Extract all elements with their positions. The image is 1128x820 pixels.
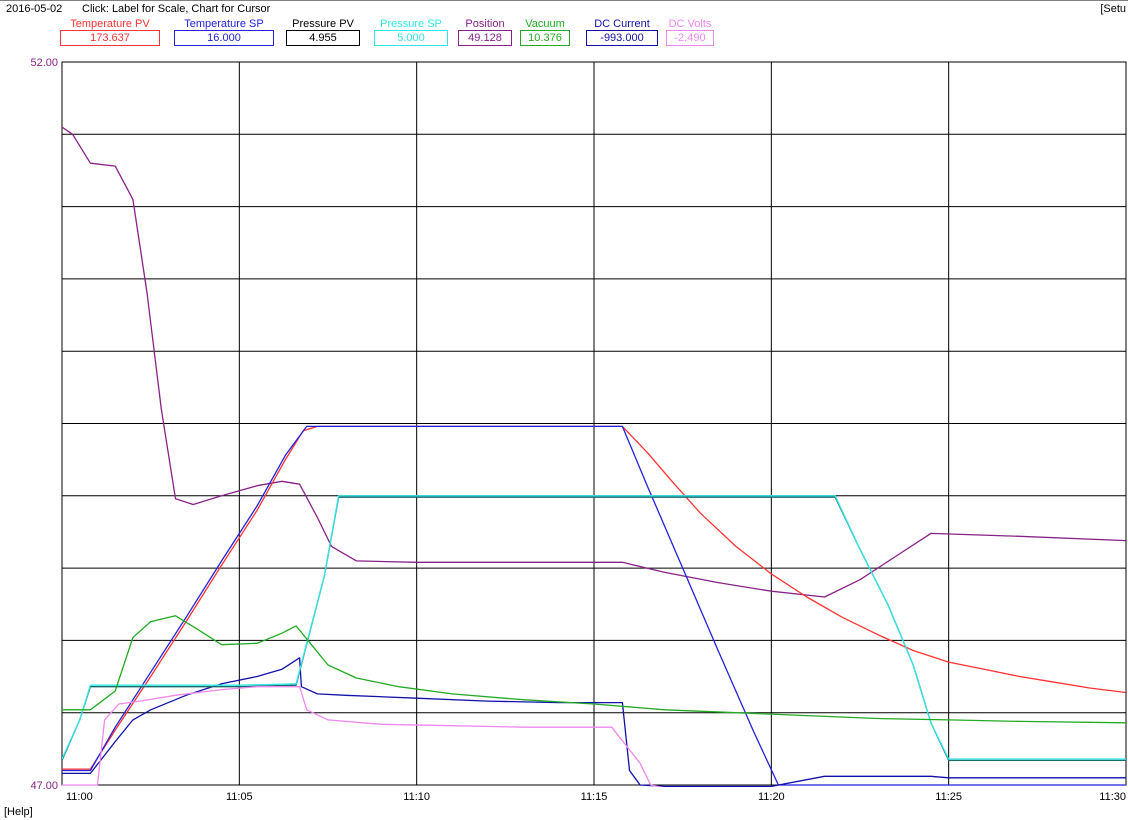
legend-label: Temperature PV <box>70 18 150 30</box>
legend-value: 16.000 <box>174 30 274 46</box>
setup-button[interactable]: [Setu <box>1100 3 1126 15</box>
legend-tag-vacuum[interactable]: Vacuum 10.376 <box>520 18 570 46</box>
legend-tag-temperature-pv[interactable]: Temperature PV 173.637 <box>60 18 160 46</box>
series-line-position <box>62 126 1126 598</box>
series-line-temperature-sp <box>62 425 1126 786</box>
legend-tag-temperature-sp[interactable]: Temperature SP 16.000 <box>174 18 274 46</box>
legend-label: Temperature SP <box>184 18 264 30</box>
x-tick-label: 11:25 <box>935 791 962 803</box>
legend-value: 49.128 <box>458 30 512 46</box>
y-scale-min-label: 47.00 <box>30 780 58 792</box>
x-tick-label: 11:20 <box>758 791 785 803</box>
legend-tag-dc-volts[interactable]: DC Volts -2.490 <box>666 18 714 46</box>
series-line-temperature-pv <box>62 425 1126 770</box>
legend-label: Vacuum <box>525 18 565 30</box>
legend-label: Position <box>465 18 505 30</box>
x-tick-label: 11:05 <box>226 791 253 803</box>
legend-tag-position[interactable]: Position 49.128 <box>458 18 512 46</box>
series-line-pressure-sp <box>62 495 1126 760</box>
x-tick-label: 11:00 <box>66 791 93 803</box>
chart-hint: Click: Label for Scale, Chart for Cursor <box>82 3 271 15</box>
x-tick-label: 11:10 <box>403 791 430 803</box>
series-line-dc-volts <box>62 686 664 787</box>
legend-tag-pressure-pv[interactable]: Pressure PV 4.955 <box>286 18 360 46</box>
series-line-dc-current <box>62 657 1126 787</box>
legend-tag-dc-current[interactable]: DC Current -993.000 <box>586 18 658 46</box>
y-scale-max-label: 52.00 <box>30 57 58 69</box>
legend-label: DC Current <box>594 18 650 30</box>
legend-label: Pressure PV <box>292 18 354 30</box>
legend-value: 4.955 <box>286 30 360 46</box>
chart-date: 2016-05-02 <box>6 3 63 15</box>
legend-value: -993.000 <box>586 30 658 46</box>
legend-value: 173.637 <box>60 30 160 46</box>
x-tick-label: 11:30 <box>1099 791 1126 803</box>
legend-value: 5.000 <box>374 30 448 46</box>
series-line-vacuum <box>62 615 1126 724</box>
legend-value: 10.376 <box>520 30 570 46</box>
help-button[interactable]: [Help] <box>4 806 33 818</box>
status-bar: 2016-05-02 Click: Label for Scale, Chart… <box>0 0 1128 19</box>
legend-label: DC Volts <box>668 18 712 30</box>
x-tick-label: 11:15 <box>581 791 608 803</box>
legend-value: -2.490 <box>666 30 714 46</box>
legend-label: Pressure SP <box>380 18 442 30</box>
legend-tag-pressure-sp[interactable]: Pressure SP 5.000 <box>374 18 448 46</box>
